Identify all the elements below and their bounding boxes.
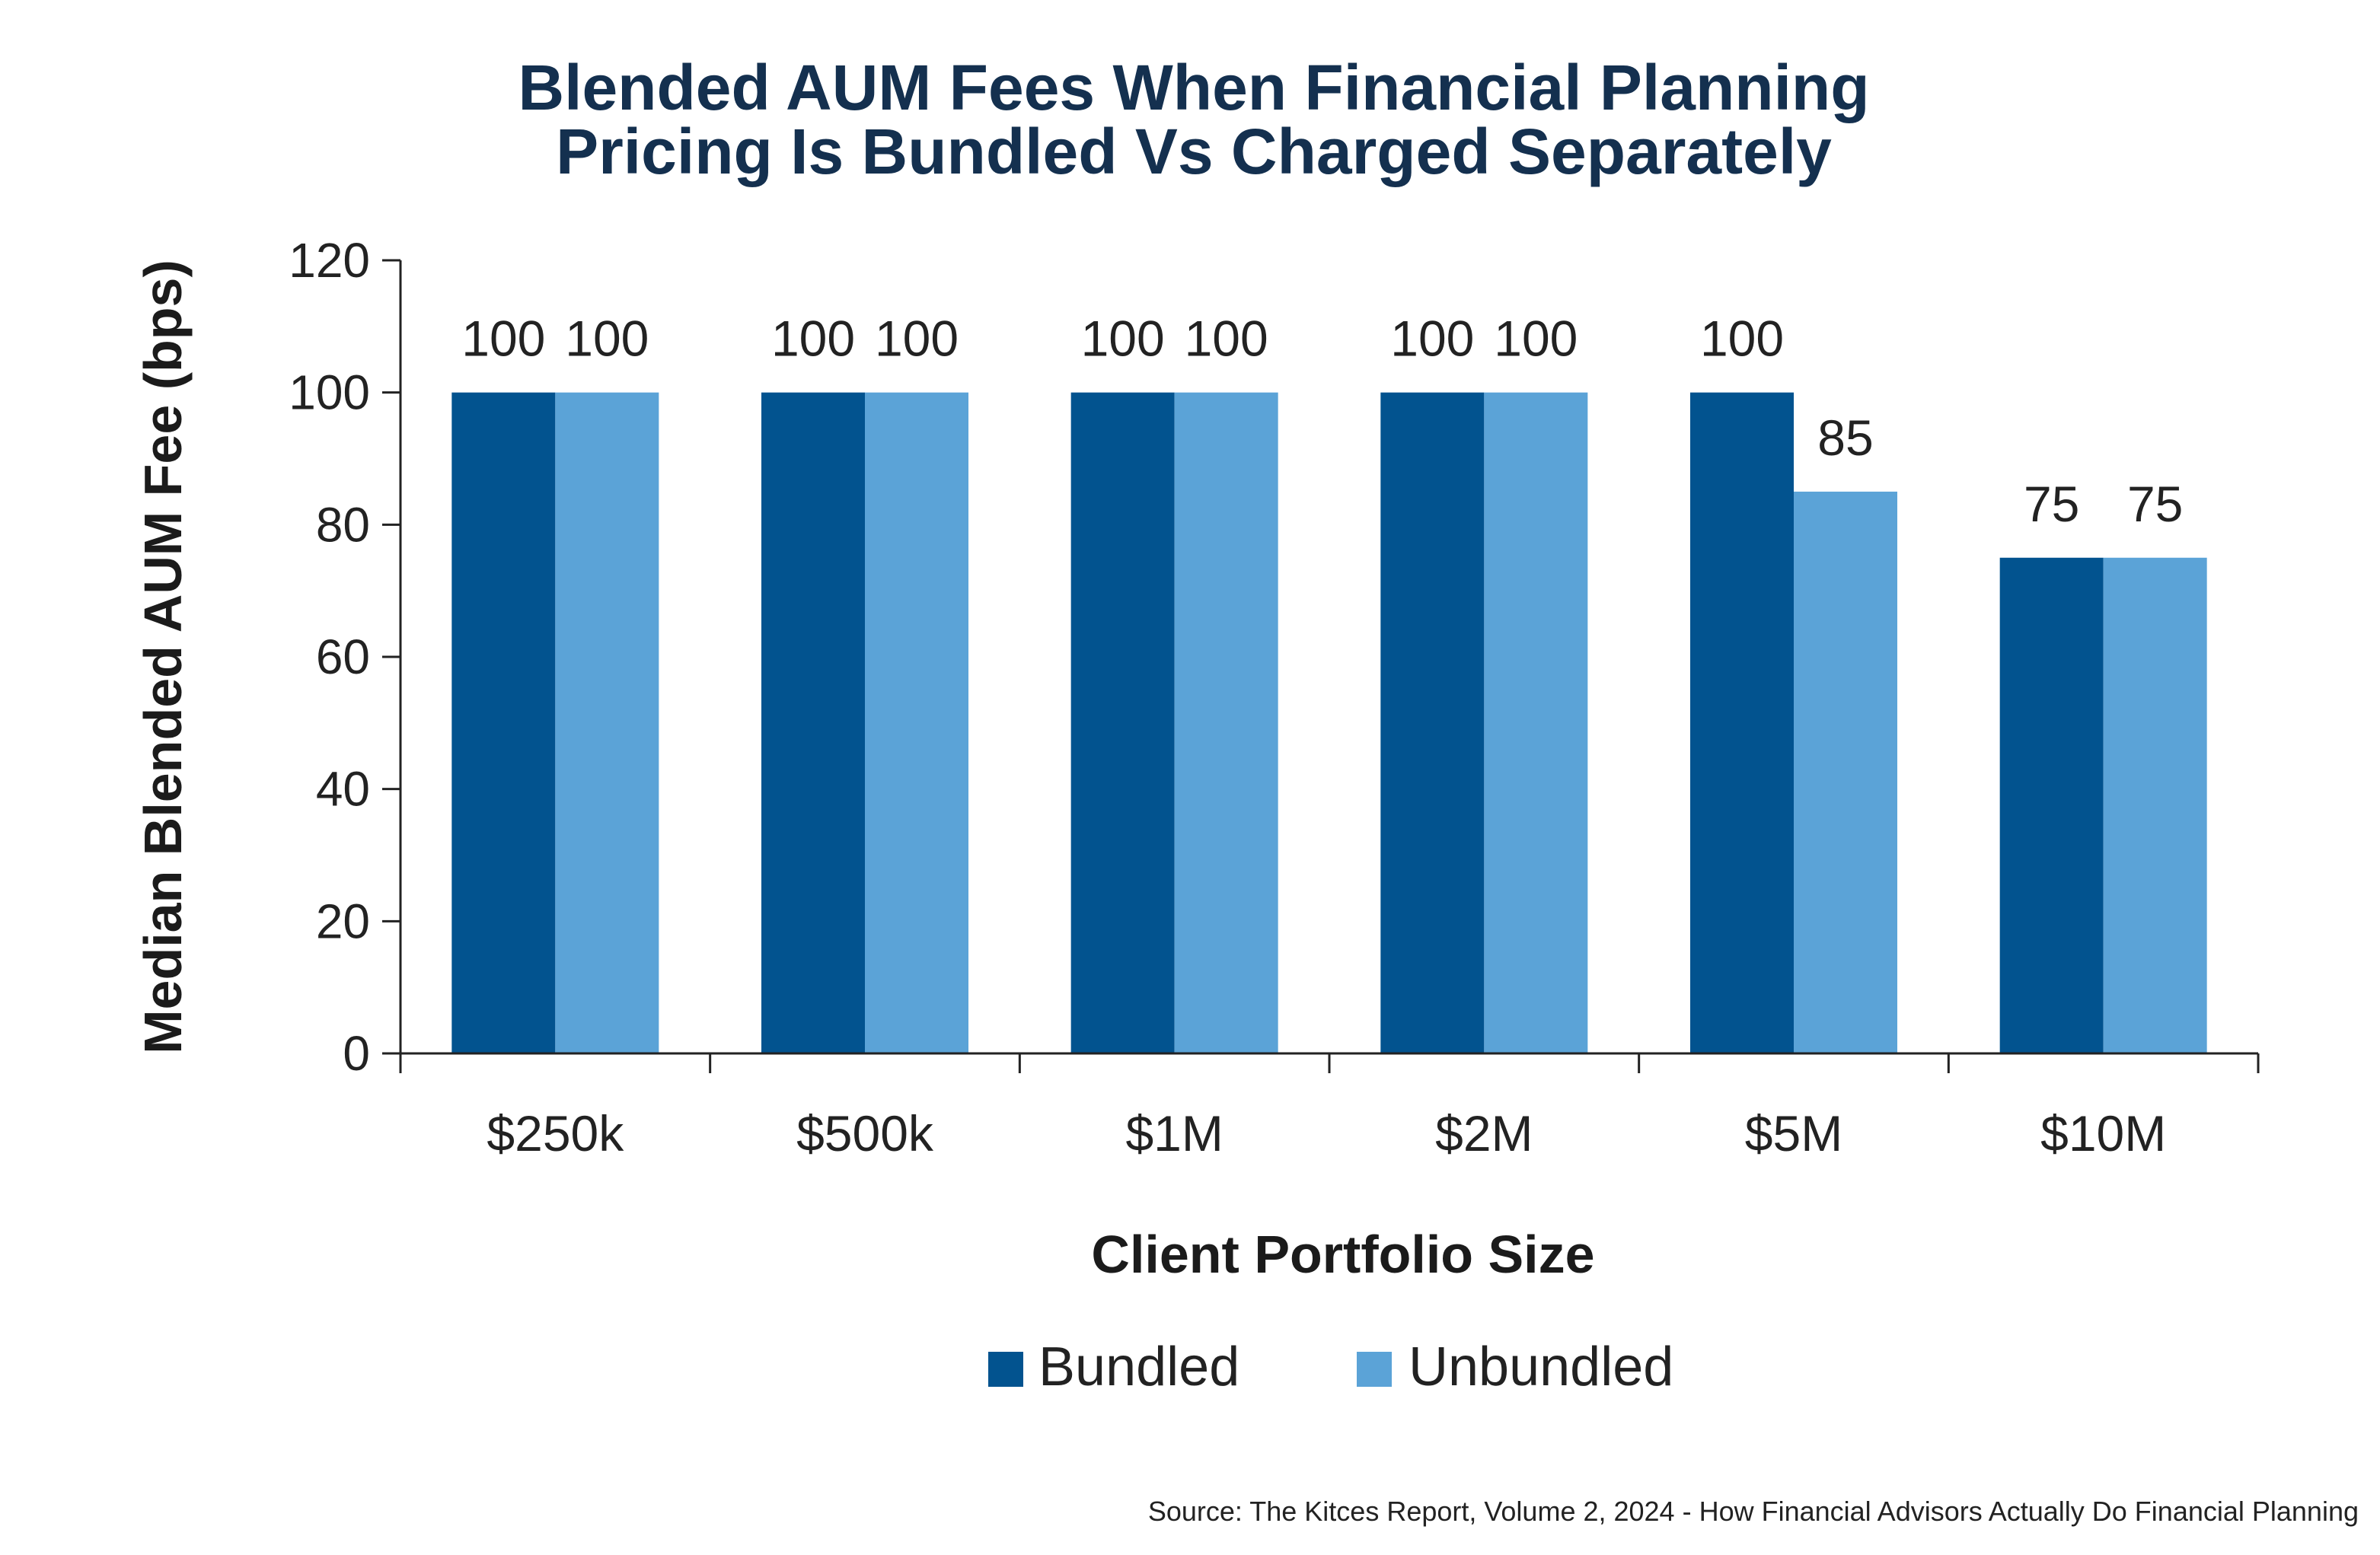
y-tick-label: 100 [289,365,370,420]
legend-label-unbundled: Unbundled [1409,1337,1673,1397]
x-category-label: $1M [1125,1105,1223,1161]
data-label-bundled-3: 100 [1390,311,1474,367]
x-axis-title: Client Portfolio Size [1091,1225,1594,1284]
x-category-label: $250k [487,1105,624,1161]
bar-unbundled-3 [1484,392,1588,1053]
x-category-label: $5M [1745,1105,1842,1161]
bars [451,392,2207,1053]
y-axis-title: Median Blended AUM Fee (bps) [133,260,193,1054]
bar-unbundled-1 [865,392,968,1053]
data-label-bundled-1: 100 [771,311,855,367]
data-label-unbundled-0: 100 [565,311,649,367]
bar-bundled-3 [1380,392,1485,1053]
data-label-unbundled-2: 100 [1185,311,1268,367]
bar-bundled-0 [451,392,556,1053]
data-label-unbundled-4: 85 [1817,409,1873,466]
data-label-unbundled-1: 100 [875,311,959,367]
bar-bundled-2 [1070,392,1175,1053]
bar-bundled-4 [1690,392,1794,1053]
data-label-bundled-0: 100 [461,311,545,367]
legend-label-bundled: Bundled [1038,1337,1239,1397]
y-tick-label: 120 [289,233,370,288]
chart-title-line-2: Pricing Is Bundled Vs Charged Separately [556,116,1832,187]
data-label-unbundled-3: 100 [1494,311,1578,367]
data-label-unbundled-5: 75 [2127,476,2183,532]
legend-swatch-bundled [988,1352,1023,1387]
y-tick-label: 0 [343,1026,370,1081]
bar-unbundled-0 [555,392,659,1053]
x-axis-ticks: $250k $500k $1M $2M $5M $10M [399,1053,2260,1161]
bar-unbundled-2 [1174,392,1278,1053]
data-label-bundled-5: 75 [2024,476,2079,532]
data-labels: 100 100 100 100 100 100 100 100 100 85 75 75 [461,311,2183,532]
y-tick-label: 60 [316,629,370,684]
y-tick-label: 20 [316,894,370,948]
bar-bundled-1 [761,392,865,1053]
legend: Bundled Unbundled [988,1337,1673,1397]
x-category-label: $2M [1435,1105,1533,1161]
source-note: Source: The Kitces Report, Volume 2, 202… [1148,1496,2359,1527]
x-category-label: $10M [2040,1105,2166,1161]
y-axis-ticks: 0 20 40 60 80 100 120 [289,233,400,1081]
bar-unbundled-4 [1794,491,1897,1053]
chart-title-line-1: Blended AUM Fees When Financial Planning [518,52,1869,123]
x-category-label: $500k [796,1105,934,1161]
data-label-bundled-2: 100 [1081,311,1165,367]
bar-bundled-5 [1999,557,2104,1053]
legend-swatch-unbundled [1357,1352,1392,1387]
bar-unbundled-5 [2103,557,2207,1053]
y-tick-label: 80 [316,497,370,552]
data-label-bundled-4: 100 [1700,311,1784,367]
y-tick-label: 40 [316,762,370,817]
